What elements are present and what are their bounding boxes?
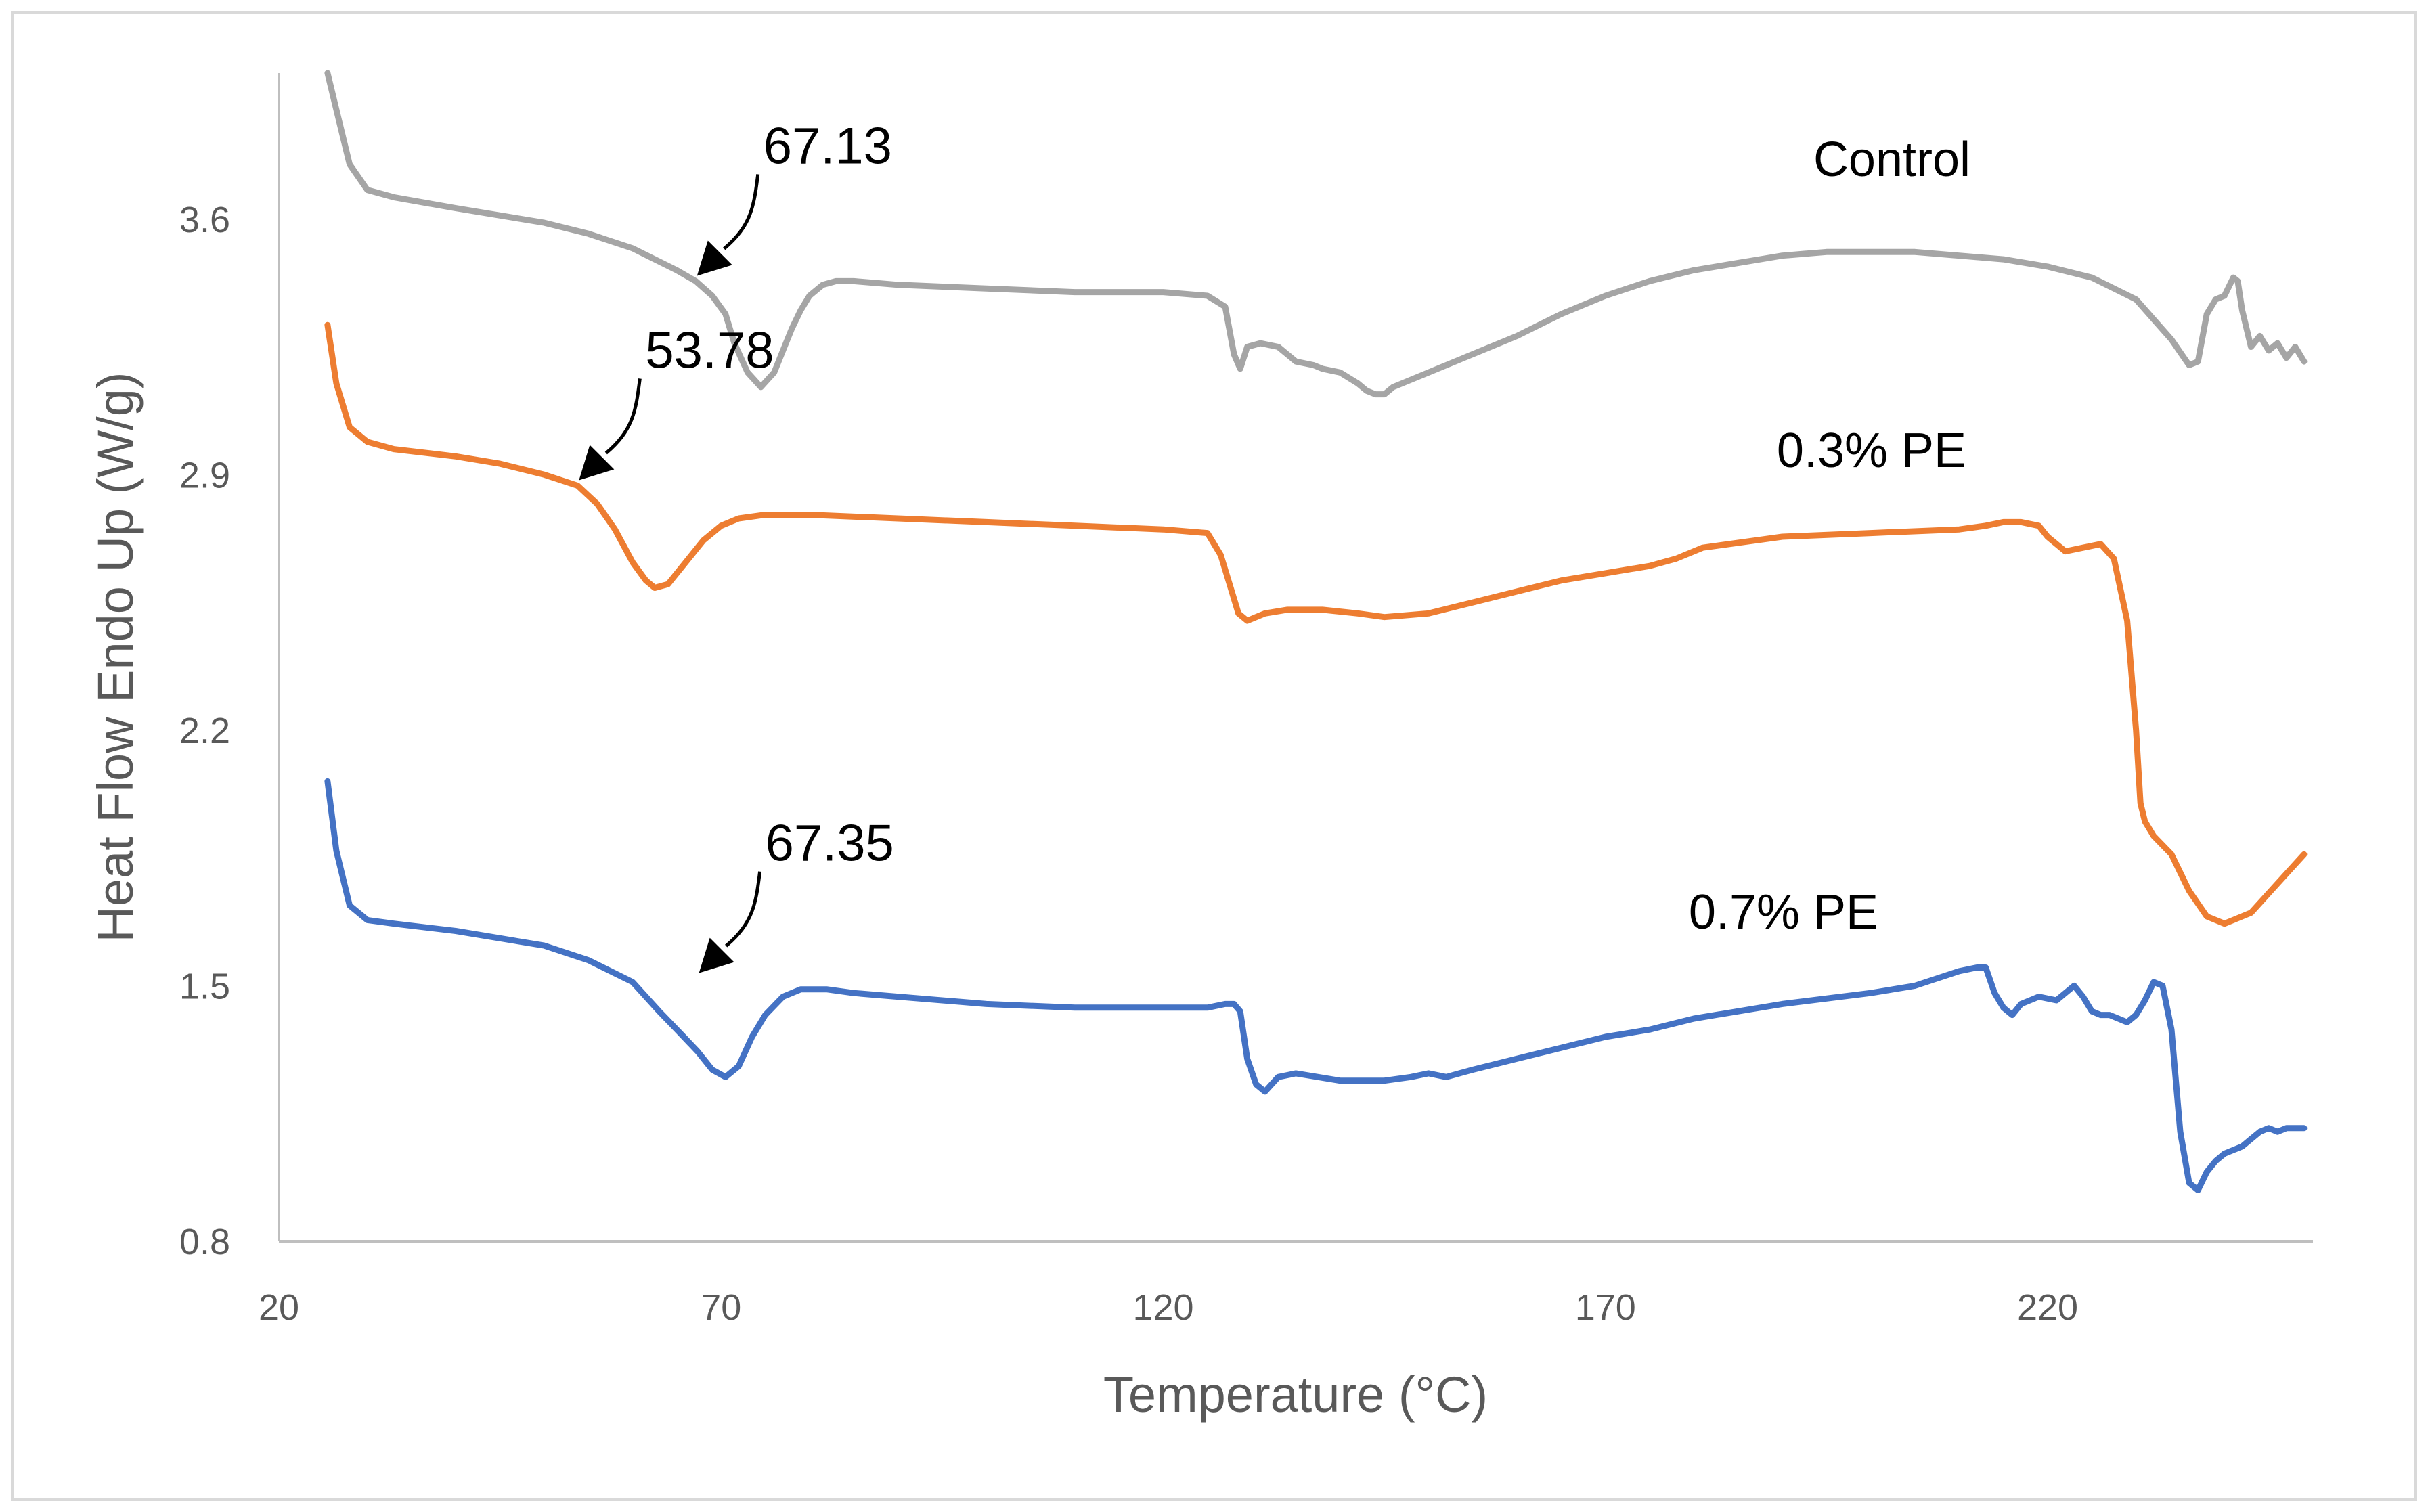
series-name-label: 0.7% PE: [1689, 885, 1878, 939]
series-line-1: [324, 321, 2308, 927]
y-tick-labels: 0.8 1.5 2.2 2.9 3.6: [179, 200, 230, 1262]
annotation-arrow-head: [699, 937, 734, 973]
y-tick-label: 2.9: [179, 455, 230, 495]
series-name-label: Control: [1813, 133, 1970, 187]
series-layer: [324, 70, 2308, 1193]
x-axis-title: Temperature (°C): [1103, 1366, 1488, 1423]
chart-frame: [11, 11, 2417, 1501]
x-tick-label: 220: [2017, 1287, 2078, 1328]
y-tick-label: 0.8: [179, 1222, 230, 1262]
annotation-label: 67.35: [766, 815, 894, 872]
annotation-arrow-head: [697, 240, 732, 276]
plot-axes: [278, 73, 2313, 1243]
annotation-arrow-line: [604, 378, 642, 455]
x-tick-label: 20: [259, 1287, 299, 1328]
y-tick-label: 2.2: [179, 711, 230, 751]
annotation-label: 67.13: [764, 117, 892, 175]
y-tick-label: 3.6: [179, 200, 230, 240]
annotation-callout: 67.35: [699, 815, 894, 973]
series-label-layer: Control 0.3% PE 0.7% PE: [1689, 133, 1970, 939]
annotation-callout: 53.78: [579, 321, 774, 481]
x-tick-labels: 20 70 120 170 220: [259, 1287, 2078, 1328]
annotation-label: 53.78: [645, 321, 774, 379]
annotation-layer: 67.13 53.78 67.35: [579, 117, 894, 973]
y-axis-title: Heat Flow Endo Up (W/g): [87, 372, 144, 942]
annotation-arrow-head: [579, 445, 615, 481]
annotation-arrow-line: [725, 871, 762, 948]
y-tick-label: 1.5: [179, 966, 230, 1006]
series-name-label: 0.3% PE: [1777, 424, 1966, 478]
x-tick-label: 70: [701, 1287, 741, 1328]
series-line-0: [324, 70, 2308, 398]
annotation-callout: 67.13: [697, 117, 892, 276]
series-line-2: [324, 778, 2308, 1193]
x-tick-label: 170: [1575, 1287, 1636, 1328]
x-tick-label: 120: [1132, 1287, 1193, 1328]
annotation-arrow-line: [723, 174, 760, 250]
